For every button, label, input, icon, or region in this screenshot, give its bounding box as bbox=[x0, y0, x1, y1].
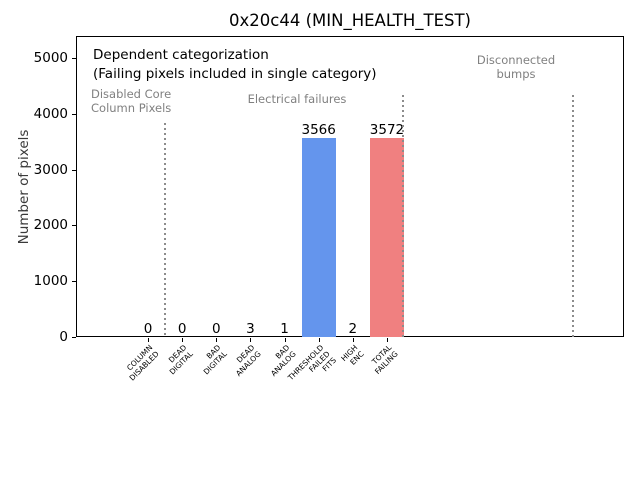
x-tick-mark bbox=[216, 338, 218, 342]
bar-value-label: 3572 bbox=[369, 122, 405, 138]
category-separator-line bbox=[402, 95, 404, 337]
bar-value-label: 0 bbox=[211, 321, 221, 337]
y-tick-label: 0 bbox=[59, 329, 68, 345]
bar-value-label: 3 bbox=[246, 321, 255, 337]
x-tick-mark bbox=[250, 338, 252, 342]
category-separator-line bbox=[572, 95, 574, 337]
chart-title: 0x20c44 (MIN_HEALTH_TEST) bbox=[229, 11, 471, 30]
x-tick-mark bbox=[148, 338, 149, 342]
y-tick-mark bbox=[72, 337, 76, 338]
chart-annotation: Electrical failures bbox=[247, 92, 347, 106]
y-tick-mark bbox=[72, 281, 76, 283]
bar bbox=[301, 138, 336, 337]
x-tick-mark bbox=[318, 338, 320, 342]
bar-value-label: 0 bbox=[143, 321, 153, 337]
chart-annotation: (Failing pixels included in single categ… bbox=[93, 66, 377, 82]
bar-value-label: 1 bbox=[280, 321, 289, 337]
chart-annotation: Disabled Core Column Pixels bbox=[91, 87, 172, 115]
x-tick-mark bbox=[386, 338, 388, 342]
y-tick-mark bbox=[72, 169, 76, 171]
plot-area bbox=[76, 36, 624, 337]
x-tick-mark bbox=[284, 338, 286, 342]
category-separator-line bbox=[164, 123, 166, 337]
bar-value-label: 3566 bbox=[301, 122, 336, 138]
y-tick-label: 2000 bbox=[33, 217, 68, 234]
y-tick-mark bbox=[72, 58, 76, 59]
chart-annotation: Disconnected bumps bbox=[476, 53, 556, 81]
x-tick-mark bbox=[352, 338, 354, 342]
y-tick-label: 3000 bbox=[33, 161, 68, 178]
x-tick-mark bbox=[182, 338, 184, 342]
chart-annotation: Dependent categorization bbox=[93, 47, 269, 63]
y-tick-mark bbox=[72, 113, 76, 115]
bar-value-label: 0 bbox=[177, 321, 187, 337]
y-tick-mark bbox=[72, 225, 76, 227]
y-tick-label: 5000 bbox=[33, 50, 68, 66]
y-tick-label: 1000 bbox=[33, 273, 68, 290]
bar-value-label: 2 bbox=[348, 321, 358, 337]
bar bbox=[369, 138, 404, 337]
y-tick-label: 4000 bbox=[33, 105, 68, 122]
